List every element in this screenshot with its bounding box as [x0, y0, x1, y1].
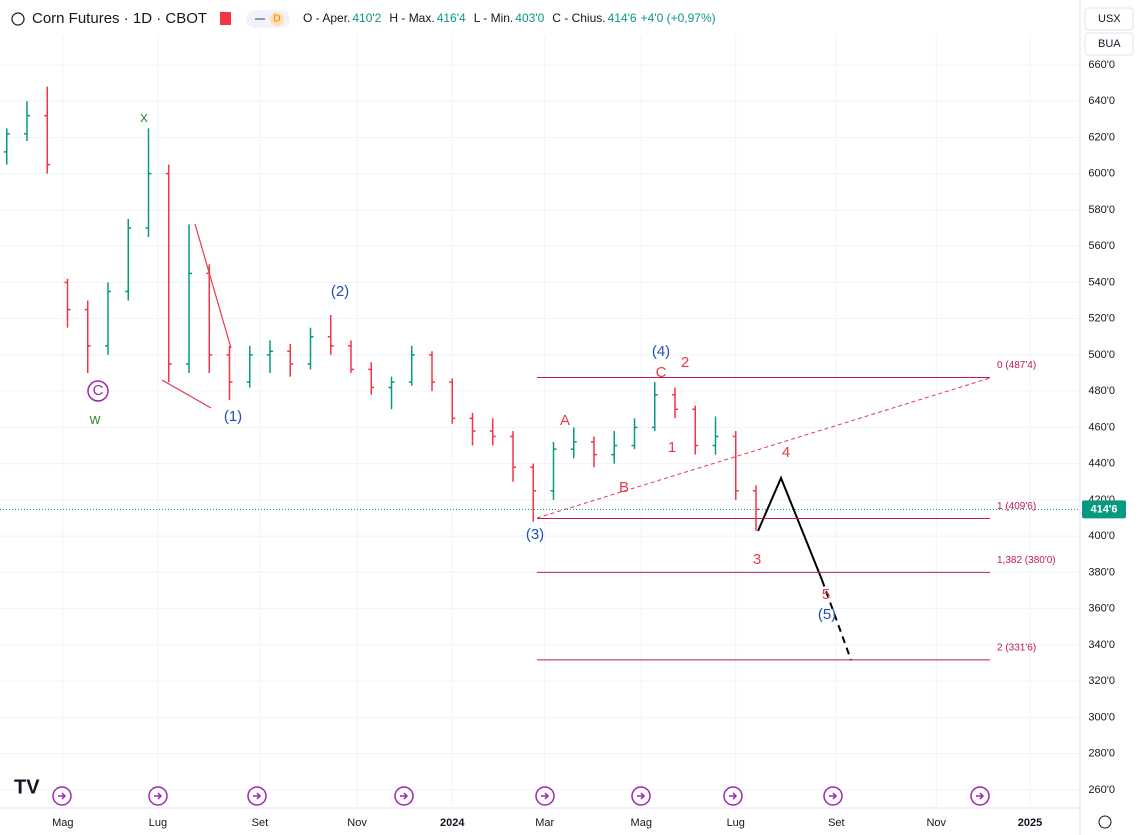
logo: TV	[14, 776, 40, 798]
y-tick-label: 660'0	[1088, 59, 1115, 71]
wave-label: 2	[681, 354, 689, 371]
header-label: H - Max.	[389, 11, 434, 25]
event-icon-arrow	[541, 792, 550, 800]
wave-label: 3	[753, 551, 761, 568]
header-change: +4'0 (+0,97%)	[641, 11, 716, 25]
header-value: 410'2	[352, 11, 381, 25]
badge: D	[273, 14, 280, 25]
y-tick-label: 620'0	[1088, 131, 1115, 143]
ohlc-header: O - Aper. 410'2 H - Max. 416'4 L - Min. 403'0…	[303, 11, 716, 25]
last-price-label: 414'6	[1090, 503, 1117, 515]
badge-circle	[270, 12, 284, 26]
event-icon-arrow	[154, 792, 163, 800]
x-tick-label: Mag	[52, 817, 73, 829]
fib-label: 2 (331'6)	[997, 642, 1036, 653]
y-tick-label: 300'0	[1088, 711, 1115, 723]
header-value: 416'4	[437, 11, 466, 25]
grid	[0, 35, 1080, 808]
settings-icon[interactable]	[1098, 815, 1112, 829]
x-tick-label: Lug	[727, 817, 745, 829]
currency-box[interactable]	[1084, 7, 1134, 31]
event-icon-arrow	[976, 792, 985, 800]
x-tick-label: Mar	[535, 817, 554, 829]
y-tick-label: 560'0	[1088, 240, 1115, 252]
y-tick-label: 480'0	[1088, 385, 1115, 397]
x-tick-label: Set	[252, 817, 269, 829]
wave-label: C	[93, 382, 104, 399]
header-label: O - Aper.	[303, 11, 350, 25]
y-tick-label: 600'0	[1088, 168, 1115, 180]
unit[interactable]: BUA	[1098, 38, 1121, 50]
badge-dash	[255, 18, 265, 20]
wave-label: (4)	[652, 343, 670, 360]
y-tick-label: 640'0	[1088, 95, 1115, 107]
y-tick-label: 520'0	[1088, 313, 1115, 325]
flag-icon	[220, 12, 231, 25]
event-icon-arrow	[729, 792, 738, 800]
wave-label: 1	[668, 439, 676, 456]
wave-label: x	[140, 109, 148, 126]
event-icon-arrow	[253, 792, 262, 800]
y-tick-label: 320'0	[1088, 675, 1115, 687]
annotation-circle	[87, 380, 109, 402]
currency[interactable]: USX	[1098, 13, 1121, 25]
x-tick-label: 2025	[1018, 817, 1042, 829]
wave-label: 5	[822, 586, 830, 603]
fib-label: 1 (409'6)	[997, 501, 1036, 512]
wave-label: (2)	[331, 283, 349, 300]
y-tick-label: 580'0	[1088, 204, 1115, 216]
wave-label: A	[560, 412, 570, 429]
wave-label: (1)	[224, 408, 242, 425]
wave-label: (5)	[818, 606, 836, 623]
symbol-icon	[11, 12, 25, 26]
header-label: L - Min.	[474, 11, 514, 25]
y-tick-label: 340'0	[1088, 639, 1115, 651]
chart-title: Corn Futures · 1D · CBOT	[32, 10, 207, 27]
event-icon-arrow	[637, 792, 646, 800]
projection	[821, 579, 852, 661]
trend-line	[194, 223, 232, 349]
y-tick-label: 400'0	[1088, 530, 1115, 542]
y-tick-label: 360'0	[1088, 603, 1115, 615]
y-tick-label: 460'0	[1088, 421, 1115, 433]
x-tick-label: Nov	[347, 817, 367, 829]
y-tick-label: 500'0	[1088, 349, 1115, 361]
wave-label: B	[619, 479, 629, 496]
projection	[757, 475, 823, 581]
y-tick-label: 280'0	[1088, 748, 1115, 760]
wave-label: w	[89, 411, 101, 428]
x-tick-label: Mag	[631, 817, 652, 829]
x-tick-label: Set	[828, 817, 845, 829]
y-tick-label: 380'0	[1088, 566, 1115, 578]
y-tick-label: 260'0	[1088, 784, 1115, 796]
header-value: 414'6	[608, 11, 637, 25]
event-icon-arrow	[829, 792, 838, 800]
last-price-box	[1082, 500, 1126, 519]
wave-label: 4	[782, 444, 790, 461]
event-icon-arrow	[58, 792, 67, 800]
header-label: C - Chius.	[552, 11, 605, 25]
wave-label: (3)	[526, 526, 544, 543]
unit-box[interactable]	[1084, 32, 1134, 56]
trend-line	[536, 377, 991, 519]
x-tick-label: Lug	[149, 817, 167, 829]
event-icon-arrow	[400, 792, 409, 800]
trend-line	[161, 379, 212, 409]
plot: 0 (487'4) 1 (409'6) 1,382 (380'0) 2 (331'6)	[0, 86, 1080, 661]
fib-label: 0 (487'4)	[997, 360, 1036, 371]
y-tick-label: 540'0	[1088, 276, 1115, 288]
y-tick-label: 440'0	[1088, 458, 1115, 470]
x-tick-label: Nov	[926, 817, 946, 829]
wave-label: C	[656, 364, 667, 381]
header-value: 403'0	[515, 11, 544, 25]
fib-label: 1,382 (380'0)	[997, 555, 1056, 566]
x-tick-label: 2024	[440, 817, 465, 829]
